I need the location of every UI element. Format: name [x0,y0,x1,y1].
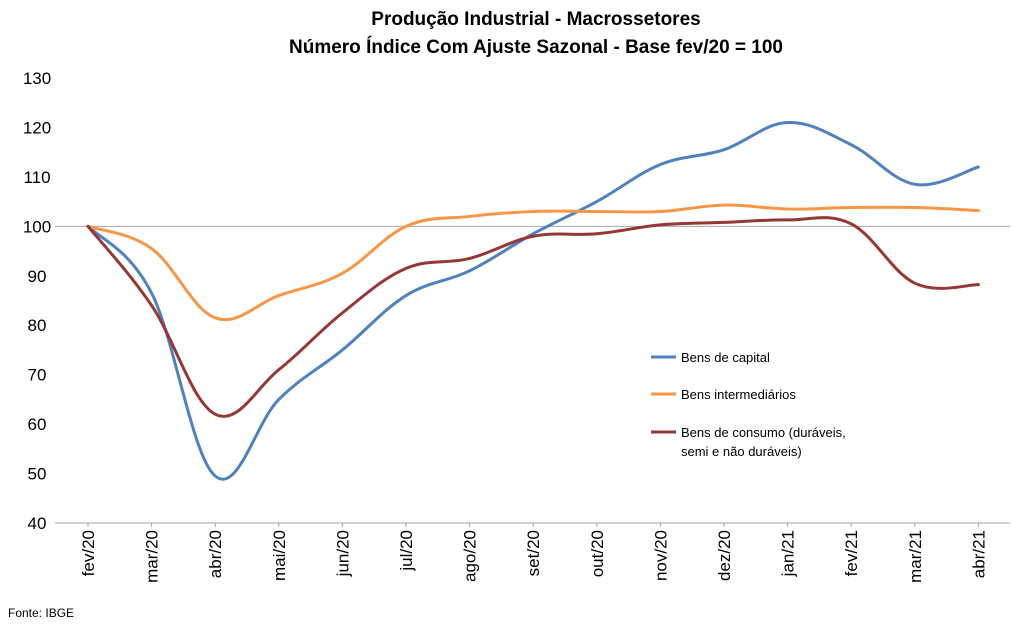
x-tick-label: ago/20 [461,530,480,582]
x-axis-ticks: fev/20 mar/20 abr/20 mai/20 jun/20 jul/20 ago/… [79,523,988,583]
x-tick-label: fev/21 [842,530,861,576]
y-tick-label: 120 [23,118,51,137]
x-tick-label: dez/20 [715,530,734,581]
series-bens-de-capital-line [86,120,980,481]
series-bens-de-consumo-legend-label: semi e não duráveis) [681,444,802,459]
series-bens-intermediarios-line [86,203,980,322]
series-bens-de-consumo-line [86,216,980,418]
x-tick-label: mar/20 [143,530,162,583]
x-tick-label: set/20 [524,530,543,576]
x-tick-label: jan/21 [779,530,798,577]
y-axis-ticks: 40 50 60 70 80 90 100 110 120 130 [23,69,51,533]
x-tick-label: mar/21 [906,530,925,583]
x-tick-label: jun/20 [333,530,352,577]
y-tick-label: 70 [28,366,47,385]
chart-title: Produção Industrial - Macrossetores [371,9,700,30]
y-tick-label: 40 [28,514,47,533]
series-lines [86,120,980,481]
x-tick-label: abr/21 [969,530,988,578]
x-tick-label: nov/20 [651,530,670,581]
series-bens-de-consumo-legend-label: Bens de consumo (duráveis, [681,425,846,440]
y-tick-label: 80 [28,316,47,335]
series-bens-de-capital-legend-label: Bens de capital [681,350,770,365]
legend: Bens de capital Bens intermediários Bens d… [651,350,846,459]
source-note: Fonte: IBGE [8,606,74,620]
x-tick-label: out/20 [588,530,607,577]
x-tick-label: jul/20 [397,530,416,572]
x-tick-label: fev/20 [79,530,98,576]
y-tick-label: 60 [28,415,47,434]
y-tick-label: 50 [28,465,47,484]
y-tick-label: 110 [23,168,50,187]
y-tick-label: 90 [28,267,47,286]
x-tick-label: abr/20 [206,530,225,578]
chart-subtitle: Número Índice Com Ajuste Sazonal - Base … [289,36,783,58]
series-bens-intermediarios-legend-label: Bens intermediários [681,387,796,402]
y-tick-label: 100 [23,217,51,236]
x-tick-label: mai/20 [270,530,289,581]
y-tick-label: 130 [23,69,51,88]
